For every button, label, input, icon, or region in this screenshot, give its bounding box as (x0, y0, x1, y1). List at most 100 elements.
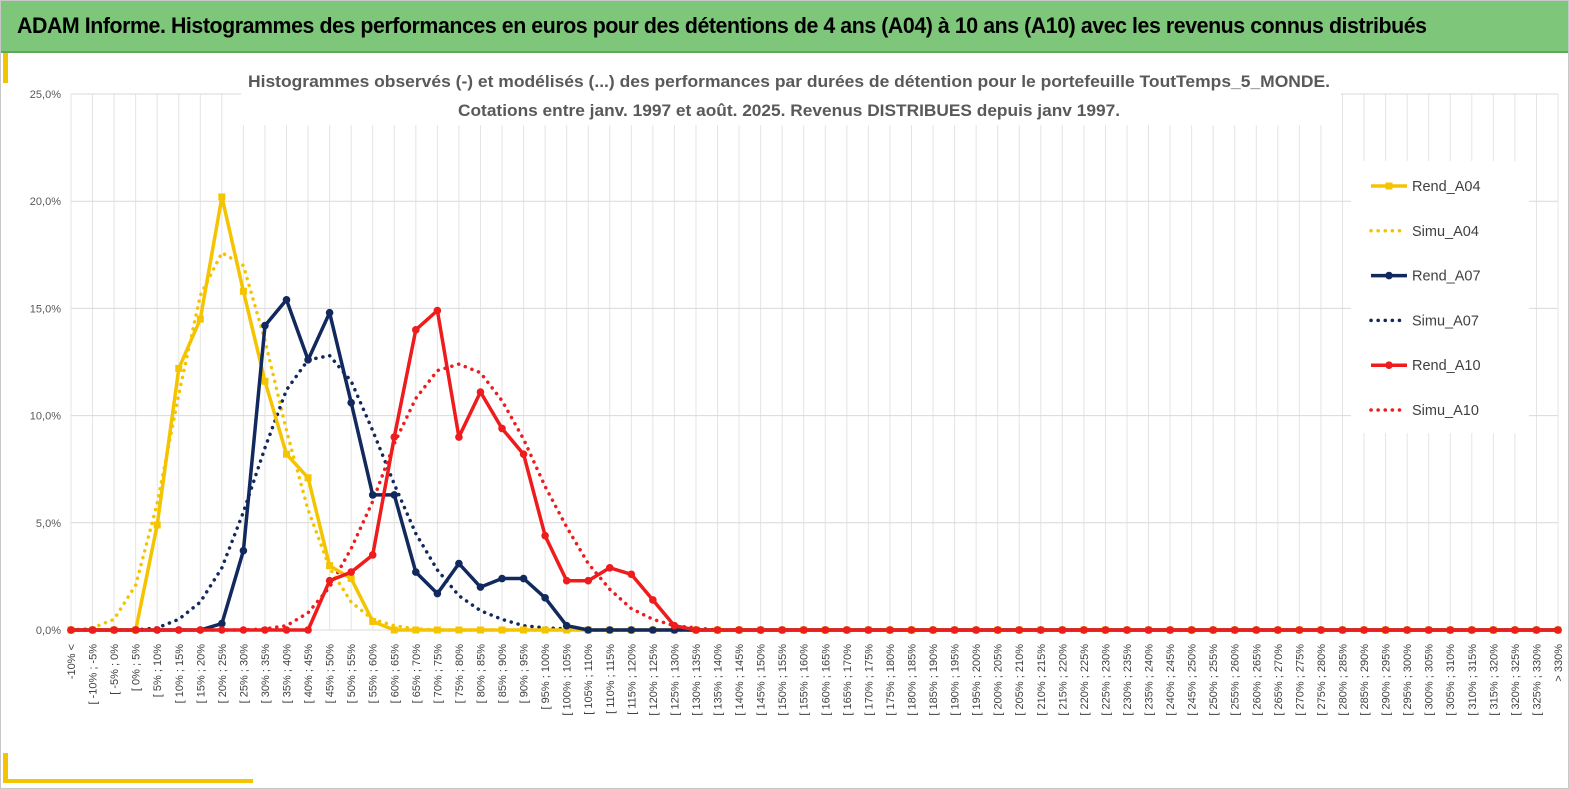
x-tick-label: [ 225% ; 230% (1100, 644, 1112, 716)
x-tick-label: [ 305% ; 310% (1445, 644, 1457, 716)
x-tick-label: -10% < (66, 644, 78, 679)
data-point (1338, 626, 1347, 634)
series-simu-a07 (69, 353, 1560, 632)
x-tick-label: [ 30% ; 35% (260, 644, 272, 704)
data-point (1230, 626, 1239, 634)
data-point (519, 450, 528, 458)
x-tick-label: [ 215% ; 220% (1057, 644, 1069, 716)
legend-item-simu-a10: Simu_A10 (1369, 403, 1479, 419)
x-tick-label: [ 85% ; 90% (497, 644, 509, 704)
x-tick-label: [ 10% ; 15% (174, 644, 186, 704)
x-tick-label: [ 165% ; 170% (842, 644, 854, 716)
x-tick-label: [ 245% ; 250% (1187, 644, 1199, 716)
data-point (519, 574, 528, 583)
data-point (304, 356, 312, 364)
data-point (476, 388, 485, 396)
x-tick-label: [ 230% ; 235% (1122, 644, 1134, 716)
data-point (433, 306, 442, 315)
data-point (239, 287, 247, 295)
data-point (1511, 626, 1519, 634)
data-point (283, 450, 291, 458)
data-point (347, 568, 355, 576)
data-point (304, 626, 312, 634)
legend-item-simu-a04: Simu_A04 (1369, 224, 1479, 240)
x-tick-label: [ 275% ; 280% (1316, 644, 1328, 716)
chart-title-background (241, 67, 1341, 125)
x-tick-label: [ 260% ; 265% (1251, 644, 1263, 716)
x-tick-label: [ 185% ; 190% (928, 644, 940, 716)
x-tick-label: [ 150% ; 155% (777, 644, 789, 716)
banner-title: ADAM Informe. Histogrammes des performan… (17, 13, 1427, 38)
data-point (735, 626, 743, 634)
series-rend-a04 (67, 193, 1562, 634)
x-tick-label: [ 100% ; 105% (562, 644, 574, 716)
data-point (390, 626, 398, 634)
x-tick-label: [ 175% ; 180% (885, 644, 897, 716)
data-point (498, 626, 506, 634)
y-tick-label: 0,0% (36, 625, 61, 637)
data-point (843, 626, 851, 634)
data-point (562, 621, 571, 630)
data-point (1209, 626, 1217, 634)
x-tick-label: [ 95% ; 100% (540, 644, 552, 710)
data-point (1187, 626, 1196, 634)
series-line-rend-a10 (71, 308, 1558, 632)
data-point (325, 576, 334, 585)
data-point (218, 626, 226, 634)
x-tick-label: [ 285% ; 290% (1359, 644, 1371, 716)
x-tick-label: [ 0% ; 5% (131, 644, 143, 691)
data-point (1317, 626, 1325, 634)
data-point (261, 377, 269, 385)
legend-label: Simu_A04 (1412, 224, 1479, 240)
accent-bar-top-left (3, 53, 8, 83)
data-point (950, 626, 959, 634)
x-tick-label: [ 110% ; 115% (605, 644, 617, 714)
legend-background (1351, 161, 1529, 433)
data-point (1274, 626, 1282, 634)
series-simu-a04 (69, 250, 1560, 632)
y-tick-label: 5,0% (36, 518, 61, 530)
x-axis-ticks: -10% < [ -10% ; -5% [ -5% ; 0% [ 0% ; 5% [ 5… (66, 644, 1565, 716)
x-tick-label: [ 300% ; 305% (1424, 644, 1436, 716)
legend: Rend_A04 Simu_A04 Rend_A07 Simu_A07 Rend_A10… (1351, 161, 1529, 433)
data-point (110, 626, 118, 634)
legend-item-rend-a04: Rend_A04 (1371, 179, 1481, 195)
data-point (218, 193, 226, 201)
series-rend-a10 (67, 306, 1562, 634)
accent-bar-bottom-left (3, 753, 8, 783)
data-point (476, 583, 485, 591)
data-point (1489, 626, 1498, 634)
data-point (433, 626, 441, 634)
data-point (562, 576, 571, 585)
x-tick-label: [ 160% ; 165% (820, 644, 832, 716)
x-tick-label: [ 240% ; 245% (1165, 644, 1177, 716)
data-point (304, 474, 312, 482)
data-point (369, 617, 377, 625)
data-point (929, 626, 937, 634)
data-point (1446, 626, 1455, 634)
data-point (196, 626, 205, 634)
x-tick-label: [ 320% ; 325% (1510, 644, 1522, 716)
x-tick-label: [ 270% ; 275% (1294, 644, 1306, 716)
series-line-simu-a04 (69, 250, 1560, 632)
data-point (1467, 626, 1476, 634)
data-point (433, 589, 442, 598)
data-point (1015, 626, 1024, 634)
data-point (756, 626, 765, 634)
data-point (864, 626, 873, 634)
x-tick-label: [ 45% ; 50% (325, 644, 337, 704)
data-point (390, 491, 399, 499)
data-point (218, 619, 226, 628)
x-tick-label: [ 15% ; 20% (195, 644, 207, 704)
data-point (412, 568, 420, 576)
x-tick-label: [ 35% ; 40% (282, 644, 294, 704)
data-point (1381, 626, 1390, 634)
data-point (886, 626, 894, 634)
data-point (584, 576, 593, 585)
data-point (821, 626, 830, 634)
data-point (520, 626, 528, 634)
x-tick-label: [ 280% ; 285% (1337, 644, 1349, 716)
x-tick-label: [ 55% ; 60% (368, 644, 380, 704)
data-point (627, 570, 636, 579)
x-tick-label: [ 140% ; 145% (734, 644, 746, 716)
